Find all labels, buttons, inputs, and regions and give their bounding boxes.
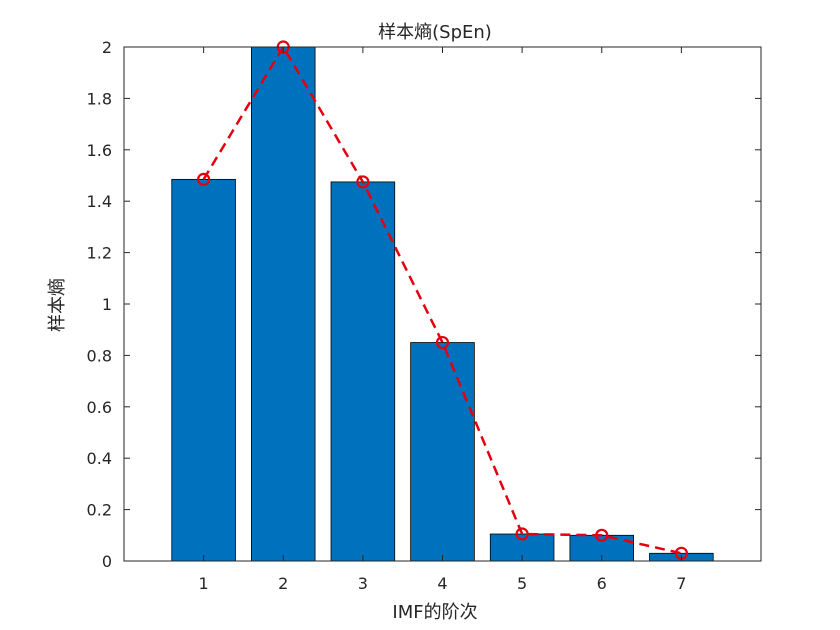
x-tick-labels: 1 2 3 4 5 6 7 xyxy=(199,574,687,593)
y-tick-label: 1.8 xyxy=(87,89,112,108)
y-tick-label: 1 xyxy=(102,295,112,314)
x-tick-label: 4 xyxy=(437,574,447,593)
trend-point-4 xyxy=(435,335,450,350)
y-tick-label: 0.6 xyxy=(87,398,112,417)
y-tick-label: 0.4 xyxy=(87,449,112,468)
x-tick-label: 7 xyxy=(676,574,686,593)
trend-point-1 xyxy=(197,172,211,186)
bar-1 xyxy=(171,178,236,562)
y-tick-label: 0 xyxy=(102,552,112,571)
trend-polyline xyxy=(202,44,682,555)
bar-3 xyxy=(330,181,396,562)
trend-point-3 xyxy=(356,175,370,189)
y-tick-label: 1.2 xyxy=(87,244,112,263)
y-tick-label: 0.2 xyxy=(87,501,112,520)
x-tick-label: 5 xyxy=(517,574,527,593)
x-tick-label: 3 xyxy=(358,574,368,593)
bar-4 xyxy=(410,342,475,562)
trend-point-6 xyxy=(595,528,609,542)
y-tick-label: 1.6 xyxy=(87,141,112,160)
bar-series xyxy=(171,46,714,562)
x-tick-label: 2 xyxy=(278,574,288,593)
x-tick-label: 1 xyxy=(199,574,209,593)
bar-2 xyxy=(250,46,316,562)
y-tick-label: 0.8 xyxy=(87,346,112,365)
y-tick-label: 1.4 xyxy=(87,192,112,211)
axes-frame xyxy=(123,46,762,562)
chart-title: 样本熵(SpEn) xyxy=(378,22,492,43)
y-tick-labels: 0 0.2 0.4 0.6 0.8 1 1.2 1.4 1.6 1.8 2 xyxy=(87,38,112,571)
x-tick-label: 6 xyxy=(597,574,607,593)
x-axis-title: IMF的阶次 xyxy=(392,602,477,623)
trend-point-5 xyxy=(515,527,529,541)
y-tick-label: 2 xyxy=(102,38,112,57)
y-axis-title: 样本熵 xyxy=(47,278,68,332)
